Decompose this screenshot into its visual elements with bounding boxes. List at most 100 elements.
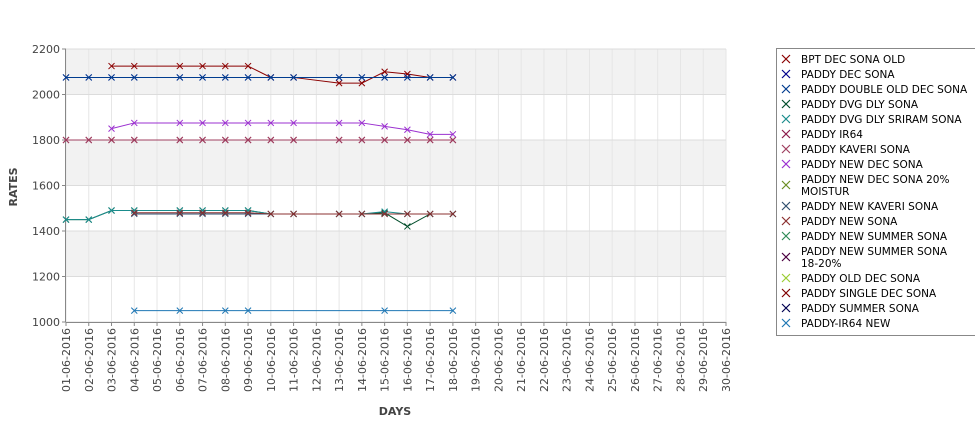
x-tick-label: 04-06-2016 <box>128 328 141 392</box>
data-point-marker <box>335 119 343 127</box>
series-group <box>62 74 457 81</box>
legend-marker <box>781 114 791 124</box>
data-point-marker <box>130 62 138 70</box>
x-tick-label: 16-06-2016 <box>401 328 414 392</box>
legend-item: BPT DEC SONA OLD <box>781 54 905 66</box>
legend-item: PADDY DVG DLY SONA <box>781 99 919 111</box>
data-point-marker <box>404 126 411 134</box>
legend-item: PADDY SINGLE DEC SONA <box>781 288 937 300</box>
data-point-marker <box>426 136 434 144</box>
x-tick-label: 18-06-2016 <box>447 328 460 392</box>
data-point-marker <box>335 79 343 87</box>
plot-band <box>66 185 726 231</box>
data-point-marker <box>381 74 388 81</box>
data-point-marker <box>404 210 411 218</box>
data-point-marker <box>381 68 388 76</box>
data-point-marker <box>449 136 457 144</box>
legend-marker <box>781 129 791 139</box>
x-tick-label: 20-06-2016 <box>492 328 505 392</box>
x-tick-label: 08-06-2016 <box>219 328 232 392</box>
legend-label: PADDY NEW KAVERI SONA <box>801 201 939 213</box>
data-point-marker <box>244 209 252 217</box>
series-group <box>130 307 457 314</box>
data-point-marker <box>62 136 70 144</box>
legend-marker <box>781 54 791 64</box>
legend-marker <box>781 216 791 226</box>
legend-marker <box>781 69 791 79</box>
data-point-marker <box>199 210 206 218</box>
data-point-marker <box>244 136 252 144</box>
legend-item: PADDY DEC SONA <box>781 69 895 81</box>
legend-item: PADDY OLD DEC SONA <box>781 273 921 285</box>
legend-marker <box>781 99 791 109</box>
legend-item: PADDY-IR64 NEW <box>781 318 891 330</box>
data-point-marker <box>176 62 184 70</box>
legend-marker <box>781 84 791 94</box>
x-tick-label: 07-06-2016 <box>197 328 210 392</box>
legend-item: PADDY NEW DEC SONA <box>781 159 924 171</box>
legend-item: PADDY IR64 <box>781 129 863 141</box>
legend-item: PADDY DVG DLY SRIRAM SONA <box>781 114 962 126</box>
data-point-marker <box>290 119 297 127</box>
data-point-marker <box>108 74 115 81</box>
legend-label: PADDY IR64 <box>801 129 863 141</box>
y-tick-label: 1600 <box>32 180 60 193</box>
legend-item: PADDY NEW SUMMER SONA <box>781 231 948 243</box>
data-point-marker <box>130 210 138 218</box>
x-tick-label: 15-06-2016 <box>379 328 392 392</box>
legend-item: PADDY KAVERI SONA <box>781 144 911 156</box>
data-point-marker <box>130 119 138 127</box>
legend-label: PADDY KAVERI SONA <box>801 144 911 156</box>
data-point-marker <box>130 307 138 314</box>
data-point-marker <box>108 125 115 132</box>
y-tick-label: 1800 <box>32 134 60 147</box>
legend-label: PADDY NEW DEC SONA 20% MOISTUR <box>801 174 949 198</box>
legend-marker <box>781 159 791 169</box>
data-point-marker <box>449 307 457 314</box>
y-tick-label: 1000 <box>32 316 60 329</box>
x-tick-label: 12-06-2016 <box>310 328 323 392</box>
legend-marker <box>781 318 791 328</box>
plot-band <box>66 140 726 186</box>
data-point-marker <box>130 209 138 217</box>
grid-lines <box>65 48 727 323</box>
data-point-marker <box>267 210 275 218</box>
x-tick-label: 25-06-2016 <box>606 328 619 392</box>
x-tick-label: 02-06-2016 <box>83 328 96 392</box>
y-tick-label: 2000 <box>32 89 60 102</box>
legend-label: PADDY NEW SUMMER SONA <box>801 231 948 243</box>
data-point-marker <box>176 74 184 81</box>
data-point-marker <box>335 136 343 144</box>
data-point-marker <box>358 79 366 87</box>
y-tick-label: 1200 <box>32 271 60 284</box>
data-point-marker <box>221 210 229 218</box>
data-point-marker <box>244 307 252 314</box>
x-tick-label: 05-06-2016 <box>151 328 164 392</box>
data-point-marker <box>335 74 343 81</box>
data-point-marker <box>176 136 184 144</box>
data-point-marker <box>221 62 229 70</box>
legend-label: PADDY OLD DEC SONA <box>801 273 921 285</box>
data-point-marker <box>199 209 206 217</box>
data-point-marker <box>108 62 115 70</box>
data-point-marker <box>290 74 297 81</box>
x-tick-label: 11-06-2016 <box>288 328 301 392</box>
legend-label: PADDY DVG DLY SRIRAM SONA <box>801 114 962 126</box>
data-point-marker <box>199 62 206 70</box>
x-tick-label: 29-06-2016 <box>697 328 710 392</box>
legend-item: PADDY NEW SUMMER SONA 18-20% <box>781 246 948 270</box>
x-tick-label: 10-06-2016 <box>265 328 278 392</box>
data-point-marker <box>85 216 93 223</box>
data-point-marker <box>176 119 184 127</box>
x-tick-label: 19-06-2016 <box>470 328 483 392</box>
x-tick-label: 26-06-2016 <box>629 328 642 392</box>
legend-marker <box>781 231 791 241</box>
legend-marker <box>781 288 791 298</box>
data-point-marker <box>108 136 115 144</box>
legend-label: PADDY NEW SONA <box>801 216 898 228</box>
legend-item: PADDY NEW SONA <box>781 216 898 228</box>
x-tick-label: 09-06-2016 <box>242 328 255 392</box>
x-tick-label: 06-06-2016 <box>174 328 187 392</box>
data-point-marker <box>267 74 275 81</box>
data-point-marker <box>426 210 434 218</box>
